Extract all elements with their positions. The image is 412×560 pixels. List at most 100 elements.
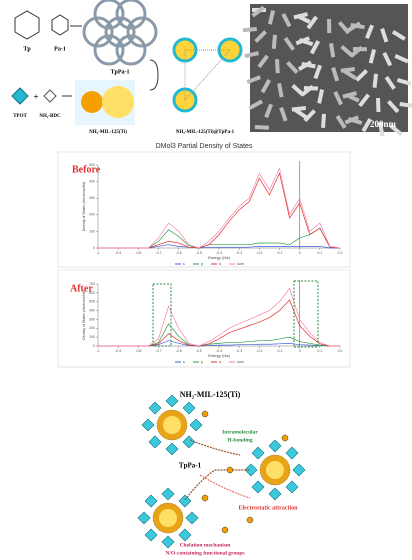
y-tick-label: 300	[89, 317, 95, 321]
sem-rod	[340, 44, 354, 58]
sem-rod	[387, 99, 400, 114]
sem-rod	[293, 108, 308, 120]
sem-rod	[303, 109, 316, 123]
y-tick-label: 100	[89, 229, 95, 233]
linker-cluster	[161, 535, 175, 549]
composite-structure	[172, 37, 243, 113]
label: NH₂-MIL-125(Ti)@TpPa-1	[176, 130, 235, 135]
linker-cluster	[285, 446, 299, 460]
ion	[201, 410, 209, 418]
linker-cluster	[182, 401, 196, 415]
plus: +	[34, 92, 39, 101]
x-tick-label: -0.8	[135, 251, 141, 255]
ion	[226, 466, 234, 474]
label: N/O-containing functional groups	[165, 550, 244, 556]
sem-rod	[380, 28, 389, 43]
sem-rod	[283, 37, 296, 51]
cof-structure	[82, 0, 158, 66]
sem-rod	[329, 42, 336, 58]
sem-rod	[337, 21, 351, 35]
sem-rod	[291, 83, 305, 97]
sem-rod	[264, 103, 273, 119]
sem-rod	[251, 5, 265, 18]
arrow	[199, 474, 251, 499]
sem-rod	[279, 106, 288, 122]
x-tick-label: -0.1	[276, 349, 282, 353]
x-tick-label: -0.3	[236, 251, 242, 255]
label: TpPa-1	[179, 462, 202, 470]
pa1-structure	[51, 14, 69, 36]
sem-rod	[309, 40, 321, 55]
sem-rod	[352, 47, 367, 52]
y-tick-label: 200	[89, 213, 95, 217]
ion	[246, 516, 254, 524]
y-tick-label: 100	[89, 335, 95, 339]
brace	[149, 59, 159, 91]
sem-rod	[242, 27, 257, 33]
sem-rod	[313, 64, 322, 80]
sem-rod	[321, 113, 326, 128]
sem-rod	[350, 23, 365, 30]
tp-structure	[14, 10, 40, 40]
sem-rod	[333, 91, 343, 106]
y-tick-label: 200	[89, 326, 95, 330]
scale-bar-label: 200nm	[370, 119, 397, 129]
label: TpPa-1	[110, 69, 129, 75]
ion	[221, 526, 229, 534]
schematic: Tp Pa-1 TpPa-1 TPOT + NH₂-BDC NH₂-MIL-12…	[11, 0, 412, 137]
linker-cluster	[268, 487, 282, 501]
sem-texture	[242, 5, 412, 137]
series-line	[98, 287, 340, 347]
linker-cluster	[161, 487, 175, 501]
sem-rod	[342, 69, 357, 80]
sem-rod	[244, 51, 259, 59]
highlight-box	[152, 283, 172, 347]
mof-core	[266, 461, 284, 479]
x-tick-label: -0.2	[256, 349, 262, 353]
x-tick-label: -0.2	[256, 251, 262, 255]
panel-label: Before	[72, 164, 101, 175]
sem-rod	[399, 102, 412, 108]
label: NH₂-BDC	[39, 114, 61, 119]
sem-rod	[260, 79, 271, 94]
sem-rod	[254, 125, 269, 130]
label: NH₂-MIL-125(Ti)	[89, 130, 127, 135]
sem-rod	[286, 61, 299, 74]
sem-rod	[254, 30, 267, 43]
label: NH₂-MIL-125(Ti)	[180, 390, 241, 399]
linker-cluster	[182, 435, 196, 449]
sem-rod	[391, 30, 406, 41]
linker-cluster	[178, 528, 192, 542]
x-tick-label: -0.7	[155, 251, 161, 255]
linker-cluster	[251, 446, 265, 460]
linker-cluster	[141, 418, 155, 432]
y-tick-label: 600	[89, 291, 95, 295]
y-tick-label: 500	[89, 163, 95, 167]
sem-rod	[267, 10, 276, 25]
chart-title: DMol3 Partial Density of States	[156, 143, 253, 150]
sem-rod	[271, 34, 277, 49]
sem-rod	[331, 67, 340, 82]
y-tick-label: 0	[93, 246, 95, 250]
y-tick-label: 300	[89, 196, 95, 200]
linker-cluster	[144, 528, 158, 542]
sem-rod	[358, 93, 370, 108]
mof-core	[159, 509, 177, 527]
x-tick-label: -0.6	[176, 349, 182, 353]
tpot-structure	[11, 87, 29, 105]
bdc-structure	[43, 89, 57, 103]
legend-label: s	[183, 360, 185, 364]
mechanism	[137, 394, 306, 549]
linker-cluster	[165, 394, 179, 408]
sem-rod	[317, 89, 324, 104]
mof-core	[163, 416, 181, 434]
linker-cluster	[165, 442, 179, 456]
sem-rod	[306, 15, 318, 30]
linker-cluster	[268, 439, 282, 453]
x-tick-label: 0.2	[338, 251, 343, 255]
y-tick-label: 500	[89, 300, 95, 304]
label: TPOT	[13, 114, 27, 119]
x-axis-label: Energy (Ha)	[208, 255, 230, 260]
sem-rod	[396, 78, 412, 86]
charts: DMol3 Partial Density of States Before -1 -…	[70, 143, 342, 364]
